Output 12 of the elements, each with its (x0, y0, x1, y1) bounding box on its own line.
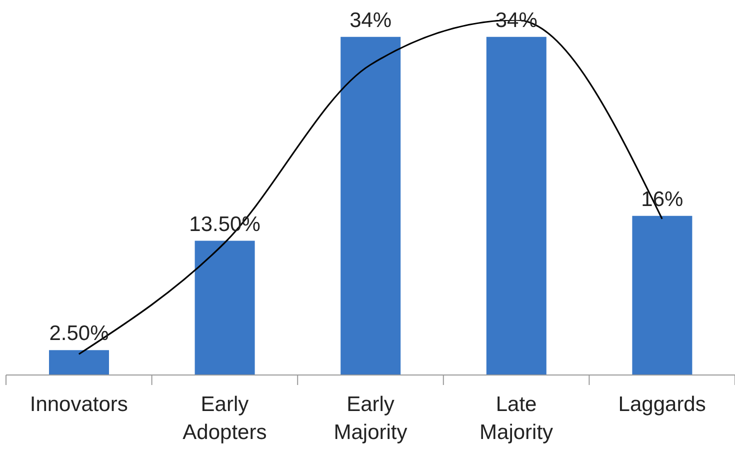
bar (632, 216, 692, 375)
x-tick-label: Laggards (618, 393, 706, 416)
bar (340, 36, 401, 375)
bar (49, 350, 109, 375)
x-tick-label: Innovators (30, 393, 128, 416)
data-label: 2.50% (49, 322, 109, 346)
x-tick-label: Early Adopters (182, 393, 267, 444)
bar (486, 36, 546, 375)
x-tick-label: Late Majority (480, 393, 554, 444)
bar (194, 240, 255, 375)
x-tick-label: Early Majority (334, 393, 408, 444)
data-label: 34% (350, 8, 392, 32)
